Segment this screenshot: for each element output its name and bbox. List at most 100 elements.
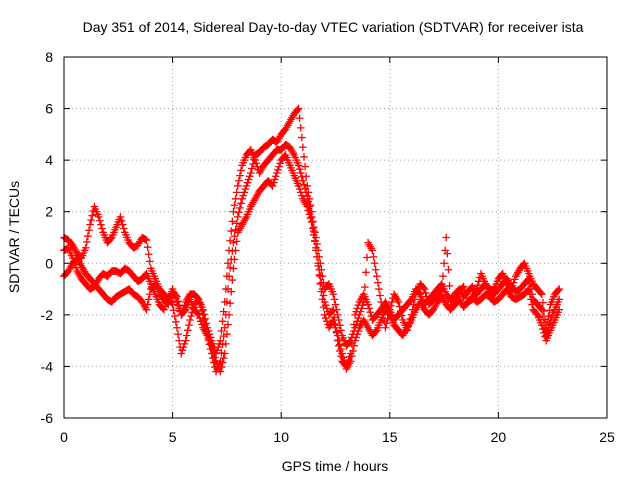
data-point xyxy=(523,276,532,284)
data-point xyxy=(227,227,236,235)
data-point xyxy=(294,182,303,190)
data-point xyxy=(387,302,395,310)
y-tick-label: 0 xyxy=(45,255,53,271)
data-point xyxy=(243,178,252,187)
data-point xyxy=(369,253,378,261)
data-point xyxy=(300,180,308,189)
data-point xyxy=(377,298,385,306)
data-point xyxy=(306,214,315,222)
x-tick-label: 5 xyxy=(169,429,177,445)
data-point xyxy=(207,342,216,350)
data-point xyxy=(440,259,448,268)
data-point xyxy=(309,231,318,239)
data-point xyxy=(555,305,564,314)
data-point xyxy=(314,262,322,270)
data-point xyxy=(303,202,312,211)
y-tick-label: 6 xyxy=(45,101,53,117)
data-point xyxy=(319,291,328,300)
data-point xyxy=(313,253,321,261)
data-point xyxy=(383,314,392,323)
data-point xyxy=(442,233,451,242)
data-point xyxy=(329,290,338,299)
data-point xyxy=(370,259,379,268)
data-point xyxy=(538,290,546,299)
x-tick-label: 0 xyxy=(60,429,68,445)
data-point xyxy=(175,336,183,345)
data-point xyxy=(98,224,106,233)
data-point xyxy=(172,291,180,300)
data-points xyxy=(60,104,564,376)
data-point xyxy=(317,265,326,274)
data-point xyxy=(220,349,229,358)
data-point xyxy=(237,166,245,175)
data-point xyxy=(180,340,189,348)
data-point xyxy=(96,216,104,225)
data-point xyxy=(543,318,552,326)
data-point xyxy=(218,317,227,326)
y-tick-label: -2 xyxy=(41,307,54,323)
data-point xyxy=(242,182,251,190)
data-point xyxy=(197,317,205,326)
data-point xyxy=(397,311,406,320)
data-point xyxy=(230,232,239,241)
data-point xyxy=(186,316,194,324)
data-point xyxy=(299,176,307,185)
data-point xyxy=(252,159,261,168)
data-point xyxy=(293,106,302,114)
data-point xyxy=(198,320,206,329)
data-point xyxy=(236,204,244,212)
data-point xyxy=(181,336,190,345)
data-point xyxy=(230,255,239,264)
data-point xyxy=(332,305,341,314)
y-tick-label: -4 xyxy=(41,358,54,374)
y-tick-label: -6 xyxy=(41,410,54,426)
data-point xyxy=(173,323,181,332)
data-point xyxy=(338,349,346,358)
data-point xyxy=(337,326,345,335)
data-point xyxy=(340,357,348,366)
data-point xyxy=(194,311,203,319)
data-point xyxy=(330,320,339,328)
data-point xyxy=(145,257,154,266)
data-point xyxy=(236,171,244,180)
data-point xyxy=(538,321,546,329)
data-point xyxy=(164,300,173,309)
data-point xyxy=(362,268,370,277)
data-point xyxy=(350,342,358,350)
x-tick-label: 10 xyxy=(273,429,289,445)
data-point xyxy=(273,169,281,177)
data-point xyxy=(330,295,339,304)
data-point xyxy=(375,285,383,293)
data-point xyxy=(508,282,517,290)
data-point xyxy=(245,172,254,181)
data-point xyxy=(545,306,554,315)
data-point xyxy=(251,156,259,164)
data-point xyxy=(437,286,445,295)
data-point xyxy=(319,303,328,311)
data-point xyxy=(276,159,284,168)
data-point xyxy=(309,223,318,231)
data-point xyxy=(220,298,229,306)
data-point xyxy=(347,352,356,360)
data-point xyxy=(240,188,249,197)
data-point xyxy=(229,207,238,216)
data-point xyxy=(298,133,306,142)
data-point xyxy=(195,314,204,322)
data-point xyxy=(232,219,241,228)
data-point xyxy=(307,218,316,226)
data-point xyxy=(228,217,237,226)
data-point xyxy=(97,220,105,229)
data-point xyxy=(410,295,419,304)
data-point xyxy=(269,178,278,187)
data-point xyxy=(210,349,218,358)
data-point xyxy=(217,327,226,335)
data-point xyxy=(117,216,126,225)
data-point xyxy=(223,330,231,338)
data-point xyxy=(473,281,482,290)
data-point xyxy=(381,323,390,332)
data-point xyxy=(544,312,553,320)
data-point xyxy=(295,165,304,173)
data-point xyxy=(445,282,454,290)
data-point xyxy=(118,220,127,229)
